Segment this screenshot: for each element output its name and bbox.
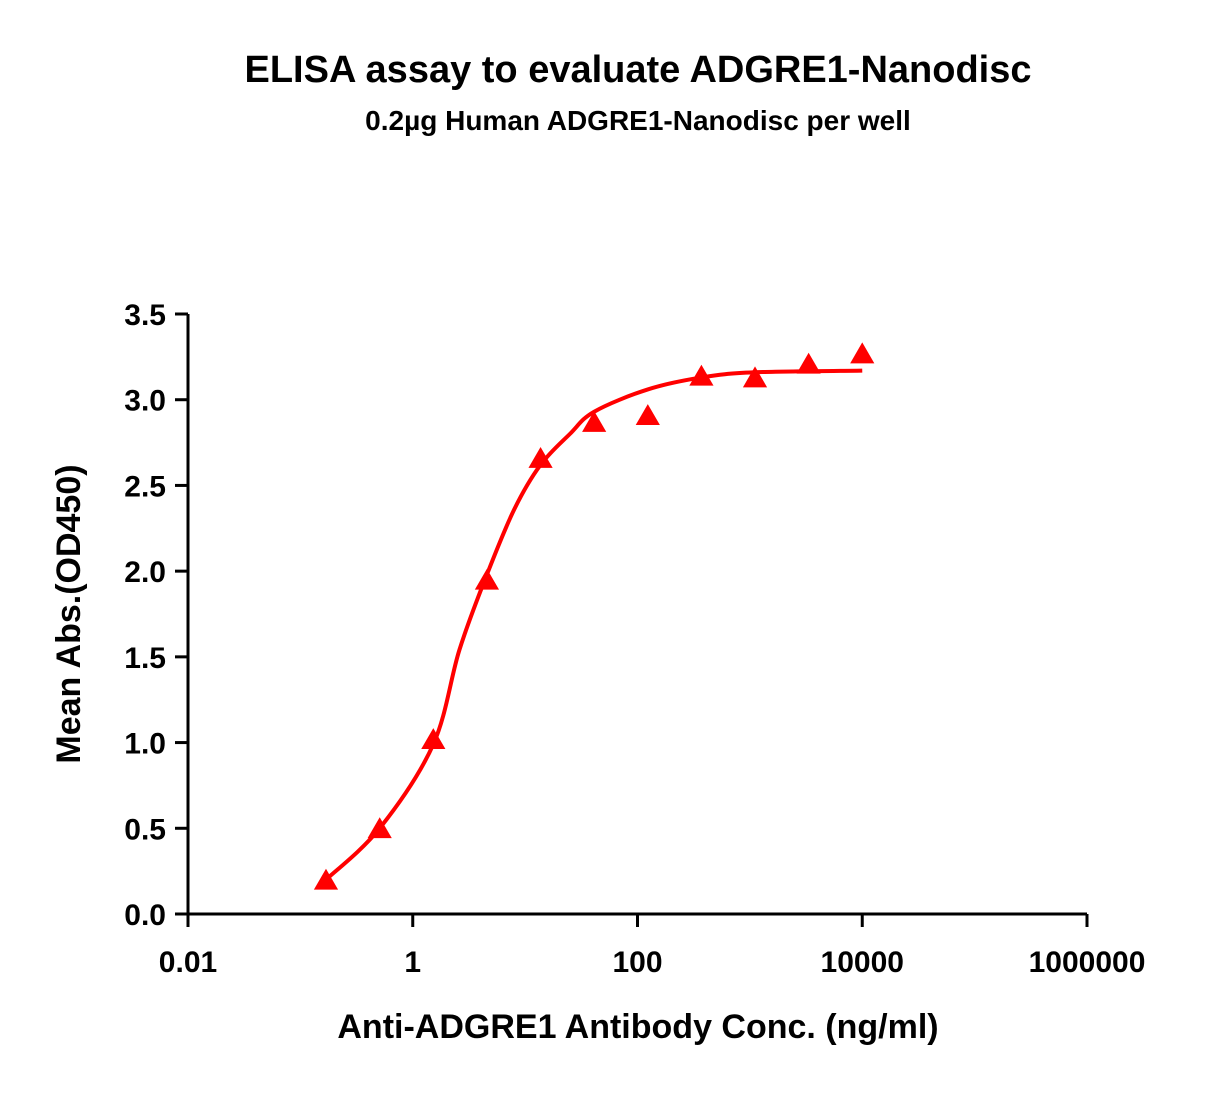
y-tick-label: 2.5: [124, 470, 166, 503]
x-tick-label: 1: [404, 946, 421, 979]
y-tick-label: 2.0: [124, 556, 166, 589]
x-tick-label: 10000: [821, 946, 904, 979]
data-point: [421, 728, 446, 750]
y-tick-label: 3.5: [124, 299, 166, 332]
y-tick-label: 1.0: [124, 728, 166, 761]
y-tick-label: 3.0: [124, 385, 166, 418]
data-point: [635, 404, 660, 426]
chart-title: ELISA assay to evaluate ADGRE1-Nanodisc: [245, 49, 1032, 91]
y-tick-label: 0.5: [124, 813, 166, 846]
fit-curve: [324, 368, 863, 882]
x-axis-title: Anti-ADGRE1 Antibody Conc. (ng/ml): [337, 1008, 938, 1046]
data-point: [528, 447, 553, 468]
x-tick-label: 1000000: [1029, 946, 1146, 979]
chart-subtitle: 0.2µg Human ADGRE1-Nanodisc per well: [365, 105, 911, 136]
y-tick-label: 1.5: [124, 642, 166, 675]
y-tick-label: 0.0: [124, 899, 166, 932]
data-point: [796, 352, 821, 374]
data-point: [582, 411, 607, 432]
x-tick-label: 0.01: [159, 946, 217, 979]
x-tick-label: 100: [612, 946, 662, 979]
data-point: [850, 342, 875, 364]
data-point: [742, 366, 768, 388]
y-axis-title: Mean Abs.(OD450): [50, 464, 88, 763]
